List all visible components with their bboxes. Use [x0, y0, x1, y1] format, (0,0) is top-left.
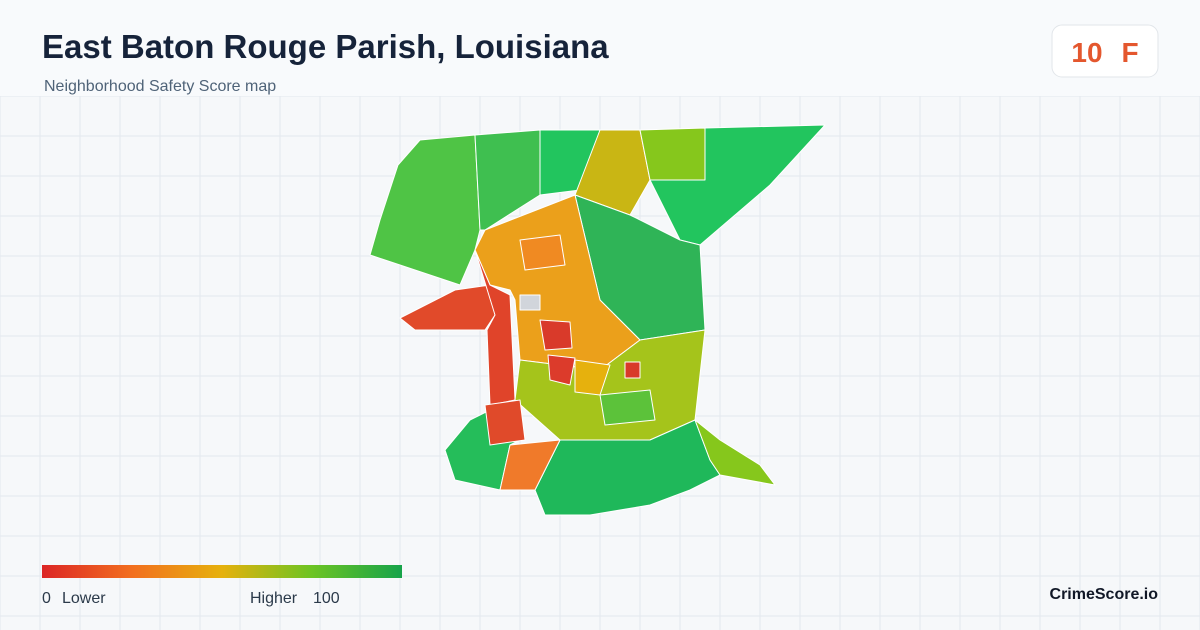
no-data-region: [519, 294, 541, 311]
header-band: [0, 0, 1200, 96]
region: [474, 129, 541, 231]
score-value: 10: [1071, 37, 1102, 68]
title: East Baton Rouge Parish, Louisiana: [42, 28, 609, 65]
legend-max-label: Higher: [250, 590, 298, 607]
score-grade: F: [1121, 37, 1138, 68]
map: [369, 124, 826, 516]
legend-min: 0: [42, 590, 51, 607]
grid: [0, 95, 1200, 630]
region: [534, 419, 721, 516]
region: [519, 234, 566, 271]
region: [539, 319, 573, 351]
region: [547, 354, 576, 386]
legend-max: 100: [313, 590, 340, 607]
score-box: [1051, 24, 1159, 78]
legend-min-label: Lower: [62, 590, 106, 607]
region: [624, 361, 641, 379]
region: [639, 127, 706, 181]
brand: CrimeScore.io: [1050, 586, 1159, 603]
region: [499, 439, 561, 491]
subtitle: Neighborhood Safety Score map: [44, 78, 276, 95]
region: [484, 399, 526, 446]
region: [694, 419, 776, 486]
region: [599, 389, 656, 426]
region: [574, 129, 651, 216]
legend-scale: [42, 565, 402, 578]
